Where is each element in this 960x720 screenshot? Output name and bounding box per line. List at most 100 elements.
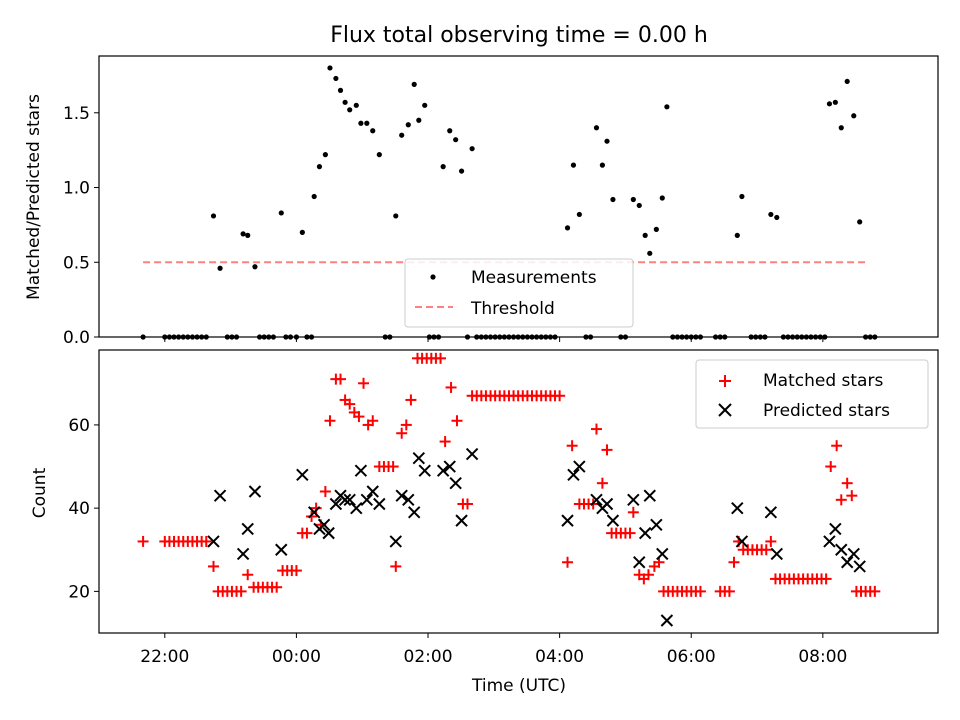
measurement-point [393, 213, 399, 219]
matched-star-marker [462, 498, 474, 510]
matched-star-marker [820, 573, 832, 585]
measurement-point [844, 78, 850, 85]
matched-stars-points [137, 352, 881, 597]
measurement-point [370, 128, 376, 134]
matched-star-marker [601, 444, 613, 456]
matched-star-marker [324, 415, 336, 427]
matched-star-marker [723, 585, 735, 597]
ratio-plot-frame [98, 55, 939, 338]
matched-star-marker [344, 398, 356, 410]
predicted-star-marker [354, 464, 368, 477]
legend-threshold-label: Threshold [470, 299, 555, 319]
predicted-star-marker [561, 514, 574, 527]
measurement-point [458, 168, 465, 174]
measurement-point [322, 152, 328, 158]
measurement-point [299, 229, 305, 235]
matched-star-marker [562, 556, 574, 568]
matched-star-marker [367, 415, 379, 427]
predicted-star-marker [395, 489, 408, 502]
count-y-ticks: 20 40 60 [68, 416, 99, 602]
predicted-star-marker [248, 485, 262, 498]
matched-star-marker [566, 440, 578, 452]
matched-star-marker [235, 585, 247, 597]
measurement-point [342, 99, 348, 105]
measurement-point [252, 264, 258, 270]
predicted-star-marker [847, 547, 860, 561]
predicted-star-marker [402, 493, 415, 507]
matched-star-marker [825, 461, 837, 473]
matched-star-marker [310, 502, 322, 514]
predicted-star-marker [835, 543, 848, 556]
predicted-star-marker [449, 476, 462, 490]
measurement-point [630, 196, 636, 203]
predicted-star-marker [465, 447, 479, 461]
predicted-star-marker [213, 489, 227, 502]
ratio-y-tick-label: 0.5 [63, 253, 90, 273]
measurement-point [245, 232, 251, 238]
measurement-point [364, 120, 370, 126]
measurement-point [610, 196, 616, 203]
count-x-tick-label: 06:00 [667, 647, 716, 667]
predicted-star-marker [412, 451, 426, 465]
predicted-star-marker [573, 460, 586, 473]
measurement-point [217, 265, 223, 271]
matched-star-marker [831, 440, 843, 452]
legend-predicted-marker [718, 403, 732, 417]
predicted-star-marker [322, 526, 335, 540]
measurement-point [333, 75, 339, 82]
predicted-star-marker [307, 506, 321, 519]
matched-star-marker [335, 373, 347, 385]
measurement-point [240, 231, 246, 237]
matched-star-marker [353, 411, 365, 423]
matched-star-marker [554, 390, 566, 402]
matched-star-marker [306, 510, 318, 522]
ratio-x-ticks [164, 337, 824, 342]
count-x-ticks: 22:00 00:00 02:00 04:00 06:00 08:00 [140, 633, 847, 667]
measurement-point [337, 87, 344, 93]
measurement-point [453, 137, 459, 143]
predicted-star-marker [317, 518, 331, 532]
ratio-y-tick-label: 1.5 [63, 104, 90, 124]
measurement-point [857, 219, 863, 225]
count-panel: Count 20 40 60 22:00 00:00 02:00 04:00 06:00 08… [30, 349, 939, 696]
measurement-point [642, 232, 648, 238]
matched-star-marker [835, 494, 847, 506]
count-y-tick-label: 60 [68, 416, 90, 436]
matched-star-marker [439, 436, 451, 448]
matched-star-marker [301, 527, 313, 539]
measurement-point [664, 104, 670, 110]
ratio-y-tick-label: 0.0 [63, 328, 90, 348]
measurement-point [851, 113, 857, 119]
matched-star-marker [400, 419, 412, 431]
matched-star-marker [271, 581, 283, 593]
measurement-point [826, 101, 833, 107]
predicted-star-marker [627, 493, 640, 507]
measurement-point [576, 211, 582, 218]
matched-star-marker [841, 477, 853, 489]
measurement-point [636, 202, 642, 209]
measurement-point [659, 195, 665, 201]
matched-star-marker [358, 377, 370, 389]
measurement-point [210, 213, 217, 219]
count-plot-frame [98, 349, 939, 634]
measurement-point [653, 226, 659, 232]
count-legend-box [695, 359, 929, 429]
measurement-point [593, 125, 600, 131]
predicted-star-marker [633, 556, 646, 569]
predicted-star-marker [567, 468, 580, 482]
predicted-star-marker [436, 464, 450, 477]
predicted-star-marker [366, 485, 379, 498]
measurement-point [447, 128, 453, 134]
predicted-star-marker [338, 493, 352, 507]
count-x-tick-label: 00:00 [272, 647, 321, 667]
predicted-star-marker [350, 501, 363, 515]
measurement-point [647, 250, 653, 256]
predicted-star-marker [853, 560, 866, 573]
measurement-point [311, 193, 317, 200]
matched-star-marker [642, 569, 654, 581]
matched-star-marker [319, 486, 331, 497]
matched-star-marker [624, 527, 636, 539]
matched-star-marker [396, 427, 408, 439]
predicted-star-marker [829, 522, 842, 536]
measurement-point [422, 102, 428, 108]
